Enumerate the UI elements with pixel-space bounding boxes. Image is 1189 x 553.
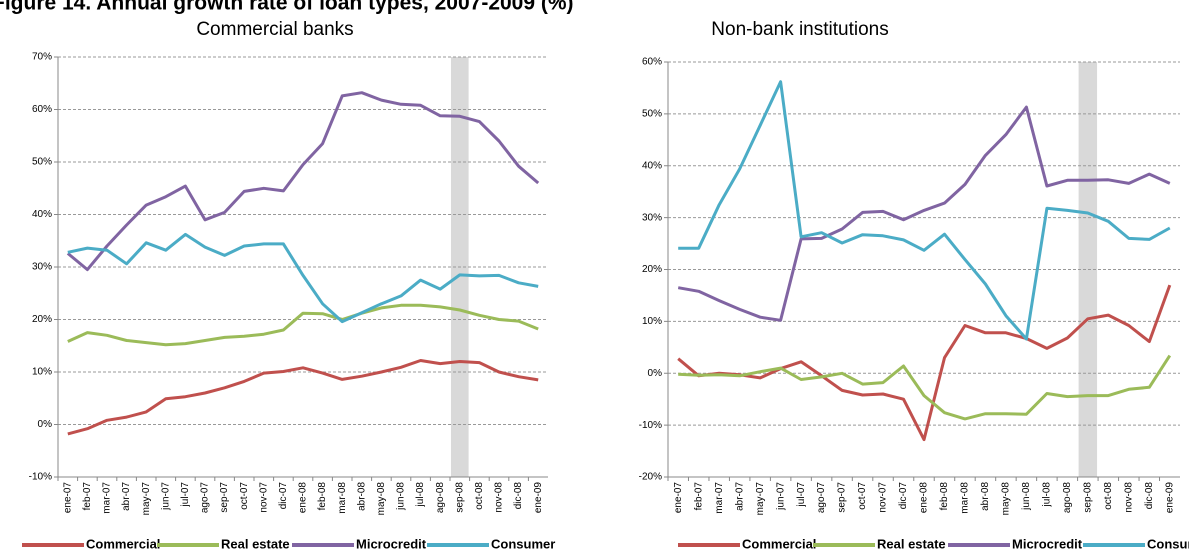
x-tick-label: feb-08 xyxy=(939,482,950,511)
x-tick-label: abr-07 xyxy=(734,482,745,511)
x-tick-label: jun-08 xyxy=(1021,482,1032,511)
x-tick-label: nov-08 xyxy=(1123,482,1134,513)
legend-label: Microcredit xyxy=(356,536,427,551)
y-tick-label: 40% xyxy=(32,209,52,220)
x-tick-label: may-07 xyxy=(755,482,766,516)
x-tick-label: abr-08 xyxy=(356,482,367,511)
y-tick-label: -10% xyxy=(29,472,52,483)
x-tick-label: ene-09 xyxy=(1164,482,1175,514)
x-tick-label: may-08 xyxy=(376,482,387,516)
y-tick-label: 40% xyxy=(642,160,662,171)
x-tick-label: ene-07 xyxy=(62,482,73,514)
x-tick-label: oct-07 xyxy=(857,482,868,510)
panel-title: Non-bank institutions xyxy=(711,19,888,40)
legend-label: Real estate xyxy=(877,536,946,551)
x-tick-label: dic-08 xyxy=(1144,482,1155,510)
x-tick-label: may-07 xyxy=(141,482,152,516)
x-tick-label: jun-07 xyxy=(160,482,171,511)
x-tick-label: oct-08 xyxy=(474,482,485,510)
series-line xyxy=(67,303,539,347)
x-tick-label: ago-07 xyxy=(816,482,827,514)
x-tick-label: sep-08 xyxy=(1082,482,1093,513)
x-tick-label: dic-08 xyxy=(513,482,524,510)
x-tick-label: jul-08 xyxy=(415,482,426,508)
x-tick-label: ene-07 xyxy=(673,482,684,514)
x-tick-label: feb-07 xyxy=(82,482,93,511)
series-line xyxy=(677,284,1172,442)
x-tick-label: jun-08 xyxy=(396,482,407,511)
y-tick-label: 10% xyxy=(642,316,662,327)
y-tick-label: 0% xyxy=(648,368,663,379)
legend-label: Microcredit xyxy=(1012,536,1083,551)
y-tick-label: 20% xyxy=(642,264,662,275)
x-tick-label: feb-08 xyxy=(317,482,328,511)
series-line xyxy=(67,232,539,324)
x-tick-label: jul-07 xyxy=(180,482,191,508)
y-tick-label: 60% xyxy=(642,57,662,68)
y-tick-label: 70% xyxy=(32,52,52,63)
x-tick-label: nov-07 xyxy=(878,482,889,513)
y-tick-label: -10% xyxy=(639,420,662,431)
x-tick-label: jul-07 xyxy=(796,482,807,508)
figure-title: Figure 14. Annual growth rate of loan ty… xyxy=(0,0,574,15)
x-tick-label: jul-08 xyxy=(1042,482,1053,508)
x-tick-label: sep-07 xyxy=(837,482,848,513)
x-tick-label: mar-07 xyxy=(102,482,113,514)
series-line xyxy=(677,105,1171,322)
legend-label: Commercial xyxy=(742,536,816,551)
x-tick-label: mar-08 xyxy=(960,482,971,514)
y-tick-label: -20% xyxy=(639,472,662,483)
x-tick-label: oct-08 xyxy=(1103,482,1114,510)
x-tick-label: ago-08 xyxy=(1062,482,1073,514)
panel-title: Commercial banks xyxy=(196,19,353,40)
x-tick-label: may-08 xyxy=(1001,482,1012,516)
x-tick-label: sep-08 xyxy=(454,482,465,513)
legend-label: Commercial xyxy=(86,536,160,551)
legend-label: Real estate xyxy=(221,536,290,551)
x-tick-label: ene-08 xyxy=(298,482,309,514)
y-tick-label: 30% xyxy=(642,212,662,223)
x-tick-label: dic-07 xyxy=(898,482,909,510)
series-line xyxy=(678,354,1172,421)
x-tick-label: ene-09 xyxy=(533,482,544,514)
y-tick-label: 10% xyxy=(32,367,52,378)
series-line xyxy=(678,80,1171,341)
x-tick-label: nov-08 xyxy=(494,482,505,513)
x-tick-label: abr-08 xyxy=(980,482,991,511)
x-tick-label: ago-08 xyxy=(435,482,446,514)
y-tick-label: 50% xyxy=(642,109,662,120)
x-tick-label: nov-07 xyxy=(258,482,269,513)
series-line xyxy=(67,359,539,436)
x-tick-label: ago-07 xyxy=(200,482,211,514)
y-tick-label: 0% xyxy=(38,419,53,430)
x-tick-label: mar-08 xyxy=(337,482,348,514)
legend-label: Consumer xyxy=(1147,536,1189,551)
y-tick-label: 50% xyxy=(32,157,52,168)
x-tick-label: abr-07 xyxy=(121,482,132,511)
y-tick-label: 30% xyxy=(32,262,52,273)
x-tick-label: oct-07 xyxy=(239,482,250,510)
x-tick-label: ene-08 xyxy=(919,482,930,514)
x-tick-label: mar-07 xyxy=(714,482,725,514)
x-tick-label: sep-07 xyxy=(219,482,230,513)
x-tick-label: dic-07 xyxy=(278,482,289,510)
x-tick-label: jun-07 xyxy=(775,482,786,511)
legend-label: Consumer xyxy=(491,536,555,551)
y-tick-label: 60% xyxy=(32,104,52,115)
x-tick-label: feb-07 xyxy=(693,482,704,511)
y-tick-label: 20% xyxy=(32,314,52,325)
series-line xyxy=(66,91,540,272)
